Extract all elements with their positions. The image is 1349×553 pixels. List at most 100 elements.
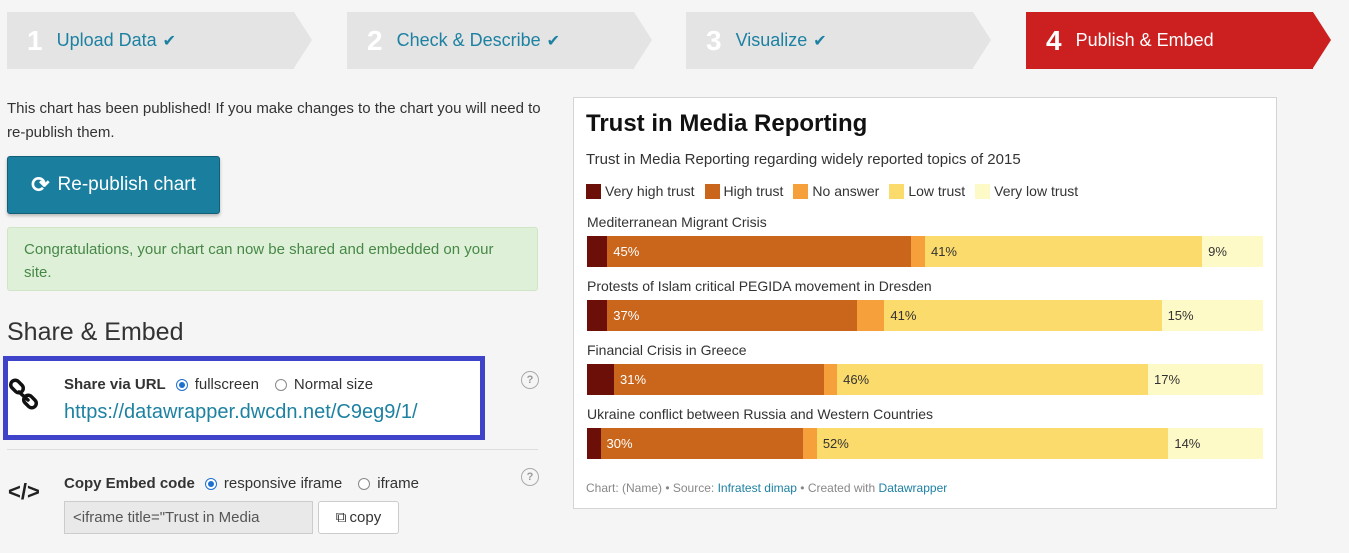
- legend-swatch: [704, 183, 720, 199]
- chart-legend: Very high trust High trust No answer Low tr…: [586, 183, 1088, 199]
- legend-label: No answer: [812, 183, 880, 199]
- step-visualize[interactable]: 3 Visualize ✔: [686, 12, 991, 69]
- radio-iframe[interactable]: iframe: [358, 475, 419, 492]
- legend-item: Very high trust: [586, 183, 695, 199]
- radio-label: responsive iframe: [223, 475, 343, 492]
- radio-fullscreen[interactable]: fullscreen: [175, 376, 259, 393]
- step-check-describe[interactable]: 2 Check & Describe ✔: [347, 12, 652, 69]
- share-url-label: Share via URL: [64, 376, 166, 393]
- bar-segment: 41%: [884, 300, 1162, 331]
- step-upload-data[interactable]: 1 Upload Data ✔: [7, 12, 312, 69]
- check-icon: ✔: [546, 32, 561, 50]
- copy-button[interactable]: ⧉ copy: [318, 501, 399, 534]
- bar-value-label: 52%: [822, 436, 849, 451]
- publish-intro-text: This chart has been published! If you ma…: [7, 100, 541, 141]
- embed-code-options: Copy Embed code responsive iframe iframe: [64, 475, 435, 492]
- radio-responsive-iframe[interactable]: responsive iframe: [204, 475, 343, 492]
- source-link[interactable]: Infratest dimap: [717, 481, 797, 495]
- help-icon[interactable]: ?: [521, 468, 539, 486]
- legend-item: Low trust: [889, 183, 965, 199]
- bar-value-label: 41%: [890, 308, 917, 323]
- bar-value-label: 17%: [1154, 372, 1181, 387]
- radio-indicator[interactable]: [204, 477, 217, 490]
- step-label: Visualize: [735, 30, 808, 50]
- bar-segment: [911, 236, 925, 267]
- legend-item: High trust: [704, 183, 784, 199]
- footer-mid: • Created with: [796, 481, 879, 495]
- check-icon: ✔: [813, 32, 827, 50]
- bar-category-label: Financial Crisis in Greece: [587, 342, 747, 358]
- radio-label: iframe: [377, 475, 419, 492]
- bar-value-label: 41%: [930, 244, 957, 259]
- success-alert: Congratulations, your chart can now be s…: [7, 227, 538, 291]
- copy-icon: ⧉: [335, 509, 347, 526]
- share-embed-title: Share & Embed: [7, 318, 184, 346]
- step-label: Check & Describe: [396, 30, 541, 50]
- step-publish-embed[interactable]: 4 Publish & Embed: [1026, 12, 1331, 69]
- bar-segment: [823, 364, 838, 395]
- bar-value-label: 9%: [1208, 244, 1227, 259]
- bar-segment: 46%: [837, 364, 1149, 395]
- embed-code-textarea[interactable]: <iframe title="Trust in Media: [64, 501, 313, 534]
- bar-segment: [587, 428, 601, 459]
- step-number: 2: [367, 24, 383, 56]
- bar-value-label: 15%: [1167, 308, 1194, 323]
- bar-value-label: 46%: [843, 372, 870, 387]
- link-icon: [8, 378, 39, 410]
- bar-row: 31% 46% 17%: [587, 364, 1263, 395]
- bar-segment: [857, 300, 885, 331]
- legend-item: Very low trust: [975, 183, 1078, 199]
- bar-value-label: 37%: [613, 308, 640, 323]
- datawrapper-link[interactable]: Datawrapper: [878, 481, 948, 495]
- bar-value-label: 45%: [613, 244, 640, 259]
- radio-indicator[interactable]: [175, 378, 188, 391]
- legend-swatch: [793, 183, 809, 199]
- check-icon: ✔: [162, 32, 177, 50]
- bar-segment: 9%: [1202, 236, 1263, 267]
- step-label: Publish & Embed: [1075, 30, 1214, 50]
- legend-swatch: [586, 183, 601, 199]
- bar-category-label: Ukraine conflict between Russia and West…: [587, 406, 934, 422]
- bar-row: 30% 52% 14%: [587, 428, 1263, 459]
- step-label: Upload Data: [56, 30, 157, 50]
- radio-label: Normal size: [293, 376, 374, 393]
- legend-label: Very high trust: [605, 183, 695, 199]
- legend-item: No answer: [793, 183, 879, 199]
- share-url-link[interactable]: https://datawrapper.dwcdn.net/C9eg9/1/: [64, 401, 418, 423]
- radio-indicator[interactable]: [358, 477, 371, 490]
- chart-footer: Chart: (Name) • Source: Infratest dimap …: [586, 481, 947, 495]
- radio-indicator[interactable]: [274, 378, 287, 391]
- bar-value-label: 14%: [1174, 436, 1201, 451]
- steps-nav: 1 Upload Data ✔ 2 Check & Describe ✔ 3 V…: [0, 0, 1349, 80]
- embed-code-label: Copy Embed code: [64, 475, 195, 492]
- code-icon: </>: [8, 479, 40, 504]
- bar-segment: 14%: [1168, 428, 1263, 459]
- bar-segment: [587, 236, 608, 267]
- legend-swatch: [975, 183, 991, 199]
- step-number: 4: [1046, 24, 1062, 56]
- legend-swatch: [889, 183, 905, 199]
- bar-category-label: Protests of Islam critical PEGIDA moveme…: [587, 278, 932, 294]
- chart-title: Trust in Media Reporting: [586, 110, 868, 137]
- footer-prefix: Chart: (Name) • Source:: [586, 481, 718, 495]
- bar-segment: 31%: [614, 364, 824, 395]
- help-icon[interactable]: ?: [521, 371, 539, 389]
- bar-segment: 15%: [1161, 300, 1263, 331]
- bar-segment: 45%: [607, 236, 912, 267]
- refresh-icon: ⟳: [31, 172, 50, 197]
- chart-subtitle: Trust in Media Reporting regarding widel…: [586, 151, 1021, 168]
- republish-button[interactable]: ⟳ Re-publish chart: [7, 156, 220, 214]
- radio-normal-size[interactable]: Normal size: [274, 376, 374, 393]
- step-number: 3: [706, 24, 722, 56]
- legend-label: High trust: [723, 183, 784, 199]
- legend-label: Low trust: [908, 183, 966, 199]
- bar-value-label: 30%: [606, 436, 633, 451]
- bar-value-label: 31%: [620, 372, 647, 387]
- bar-row: 45% 41% 9%: [587, 236, 1263, 267]
- legend-label: Very low trust: [994, 183, 1079, 199]
- bar-segment: 37%: [607, 300, 858, 331]
- bar-segment: 30%: [600, 428, 804, 459]
- bar-segment: [587, 364, 615, 395]
- bar-row: 37% 41% 15%: [587, 300, 1263, 331]
- copy-label: copy: [349, 509, 382, 526]
